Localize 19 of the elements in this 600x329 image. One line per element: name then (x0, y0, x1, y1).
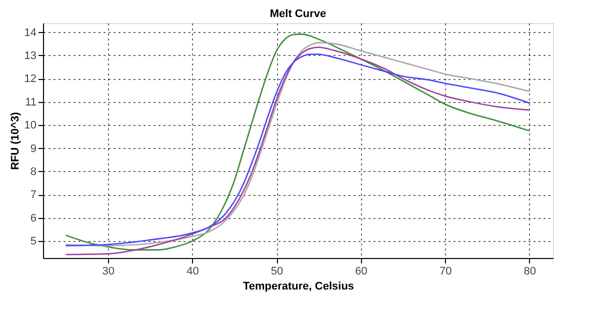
y-tick-label: 11 (25, 96, 36, 108)
x-axis-title: Temperature, Celsius (242, 280, 354, 292)
x-tick-label: 50 (270, 266, 284, 278)
y-tick-label: 12 (24, 73, 36, 86)
y-tick-label: 13 (24, 50, 36, 62)
y-tick-label: 9 (30, 142, 36, 155)
x-tick-label: 40 (186, 266, 199, 278)
chart-title: Melt Curve (270, 8, 326, 20)
x-tick-label: 30 (102, 266, 115, 278)
x-tick-label: 70 (439, 266, 452, 278)
y-tick-label: 5 (30, 236, 36, 248)
y-tick-label: 7 (30, 189, 36, 202)
x-tick-label: 80 (524, 266, 536, 278)
y-tick-label: 6 (30, 212, 36, 224)
y-tick-label: 8 (30, 166, 36, 178)
y-tick-label: 14 (24, 26, 36, 39)
y-tick-label: 10 (24, 120, 36, 132)
y-axis-title: RFU (10^3) (9, 112, 22, 170)
x-tick-label: 60 (355, 266, 368, 278)
